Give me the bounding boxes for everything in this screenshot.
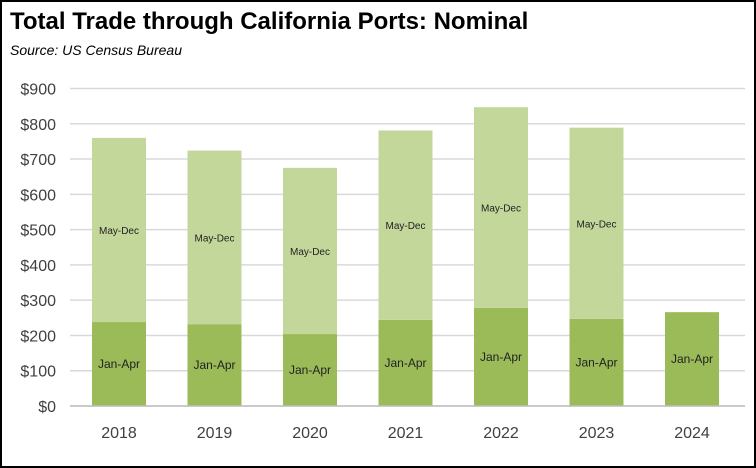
bar-jan-apr-2020 [283, 334, 337, 406]
bar-jan-apr-2022 [474, 307, 528, 406]
chart-source: Source: US Census Bureau [10, 42, 182, 58]
bar-data-label: Jan-Apr [384, 356, 426, 370]
bar-jan-apr-2024 [665, 312, 719, 406]
y-tick-label: $700 [20, 152, 56, 169]
y-tick-label: $600 [20, 187, 56, 204]
bar-data-label: May-Dec [576, 219, 616, 230]
bar-data-label: May-Dec [99, 226, 139, 237]
bar-data-label: Jan-Apr [671, 352, 713, 366]
bar-data-label: Jan-Apr [98, 357, 140, 371]
y-tick-label: $500 [20, 223, 56, 240]
bar-data-label: Jan-Apr [575, 355, 617, 369]
bar-data-label: Jan-Apr [480, 350, 522, 364]
x-tick-label: 2023 [579, 425, 615, 442]
bar-data-label: May-Dec [290, 247, 330, 258]
y-tick-label: $300 [20, 293, 56, 310]
y-tick-label: $200 [20, 328, 56, 345]
x-tick-label: 2024 [674, 425, 710, 442]
x-tick-label: 2022 [483, 425, 519, 442]
bar-data-label: May-Dec [385, 221, 425, 232]
bar-may-dec-2021 [378, 130, 433, 320]
bar-jan-apr-2023 [569, 318, 624, 406]
bar-data-label: May-Dec [481, 204, 521, 215]
chart-title: Total Trade through California Ports: No… [10, 8, 529, 35]
x-tick-label: 2019 [197, 425, 233, 442]
bar-jan-apr-2018 [92, 322, 146, 406]
bar-may-dec-2022 [474, 107, 528, 308]
bar-jan-apr-2021 [378, 319, 433, 406]
y-tick-label: $900 [20, 82, 56, 99]
y-tick-label: $800 [20, 117, 56, 134]
bar-may-dec-2018 [92, 137, 146, 323]
bar-data-label: Jan-Apr [289, 363, 331, 377]
x-tick-label: 2018 [101, 425, 137, 442]
x-tick-label: 2021 [388, 425, 424, 442]
x-tick-label: 2020 [292, 425, 328, 442]
y-tick-label: $0 [38, 399, 56, 416]
bar-may-dec-2020 [283, 167, 337, 335]
y-tick-label: $400 [20, 258, 56, 275]
bar-jan-apr-2019 [187, 324, 242, 406]
bar-data-label: May-Dec [194, 233, 234, 244]
bar-may-dec-2023 [569, 127, 624, 319]
bar-data-label: Jan-Apr [193, 358, 235, 372]
y-tick-label: $100 [20, 364, 56, 381]
bar-may-dec-2019 [187, 150, 242, 325]
